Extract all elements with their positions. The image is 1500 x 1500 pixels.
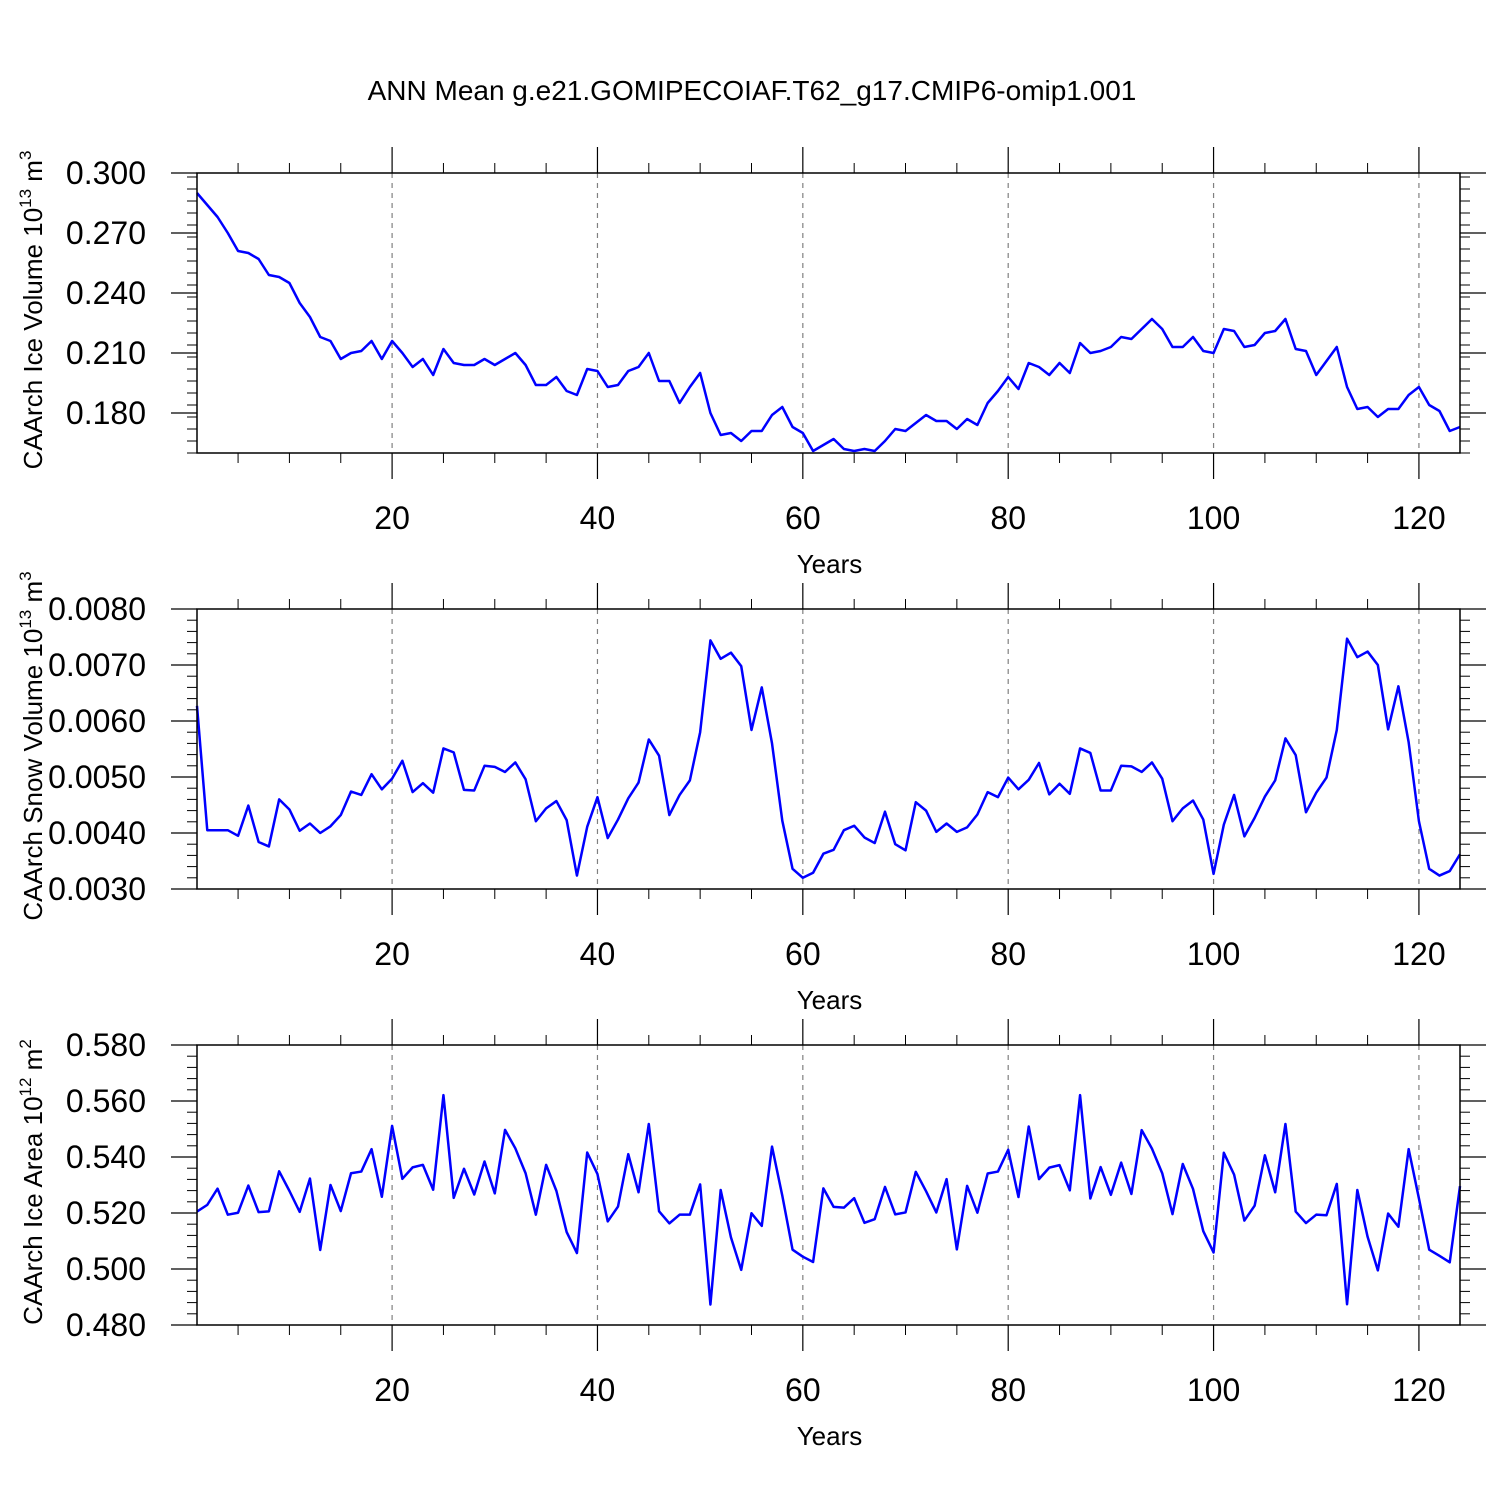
x-tick-label: 100 — [1187, 936, 1240, 972]
y-tick-label: 0.0080 — [48, 591, 146, 627]
chart-panel-3: 20 40 60 80 100 120 Years 0.480 0.500 0.520 0.540 0… — [16, 1019, 1486, 1451]
x-tick-label: 120 — [1392, 1372, 1445, 1408]
x-tick-label: 80 — [990, 500, 1026, 536]
y-axis-label: CAArch Ice Volume 1013 m3 — [16, 151, 48, 470]
y-tick-label: 0.210 — [66, 335, 146, 371]
y-axis-label: CAArch Snow Volume 1013 m3 — [16, 571, 48, 920]
x-tick-label: 80 — [990, 1372, 1026, 1408]
y-tick-label: 0.0040 — [48, 815, 146, 851]
x-tick-label: 20 — [374, 1372, 410, 1408]
y-tick-label: 0.480 — [66, 1307, 146, 1343]
x-tick-label: 60 — [785, 936, 821, 972]
x-axis-label: Years — [797, 985, 863, 1015]
x-tick-label: 40 — [580, 1372, 616, 1408]
x-tick-label: 20 — [374, 936, 410, 972]
x-tick-label: 20 — [374, 500, 410, 536]
chart-panels: 20 40 60 80 100 120 Years 0.180 0.210 0.240 0.270 0… — [16, 147, 1486, 1451]
y-tick-label: 0.0060 — [48, 703, 146, 739]
series-line — [196, 192, 1461, 453]
y-axis-label: CAArch Ice Area 1012 m2 — [16, 1039, 48, 1325]
y-tick-label: 0.0070 — [48, 647, 146, 683]
x-tick-label: 100 — [1187, 1372, 1240, 1408]
x-tick-label: 100 — [1187, 500, 1240, 536]
y-tick-label: 0.0030 — [48, 871, 146, 907]
y-tick-label: 0.180 — [66, 395, 146, 431]
plot-frame — [196, 608, 1461, 890]
x-tick-label: 120 — [1392, 500, 1445, 536]
plot-frame — [196, 1044, 1461, 1326]
y-tick-label: 0.560 — [66, 1083, 146, 1119]
y-tick-label: 0.520 — [66, 1195, 146, 1231]
series-line — [196, 1093, 1462, 1306]
y-tick-label: 0.270 — [66, 215, 146, 251]
y-tick-label: 0.540 — [66, 1139, 146, 1175]
x-axis-label: Years — [797, 1421, 863, 1451]
y-tick-label: 0.580 — [66, 1027, 146, 1063]
plot-frame — [196, 172, 1461, 454]
x-tick-label: 120 — [1392, 936, 1445, 972]
y-tick-label: 0.0050 — [48, 759, 146, 795]
y-tick-label: 0.300 — [66, 155, 146, 191]
x-tick-label: 60 — [785, 1372, 821, 1408]
x-tick-label: 40 — [580, 936, 616, 972]
chart-panel-1: 20 40 60 80 100 120 Years 0.180 0.210 0.240 0.270 0… — [16, 147, 1486, 579]
x-tick-label: 40 — [580, 500, 616, 536]
series-line — [195, 637, 1462, 880]
x-tick-label: 60 — [785, 500, 821, 536]
figure-title: ANN Mean g.e21.GOMIPECOIAF.T62_g17.CMIP6… — [368, 75, 1137, 106]
chart-panel-2: 20 40 60 80 100 120 Years 0.0030 0.0040 0.0050 0.0… — [16, 571, 1486, 1015]
x-axis-label: Years — [797, 549, 863, 579]
y-tick-label: 0.240 — [66, 275, 146, 311]
x-tick-label: 80 — [990, 936, 1026, 972]
y-tick-label: 0.500 — [66, 1251, 146, 1287]
